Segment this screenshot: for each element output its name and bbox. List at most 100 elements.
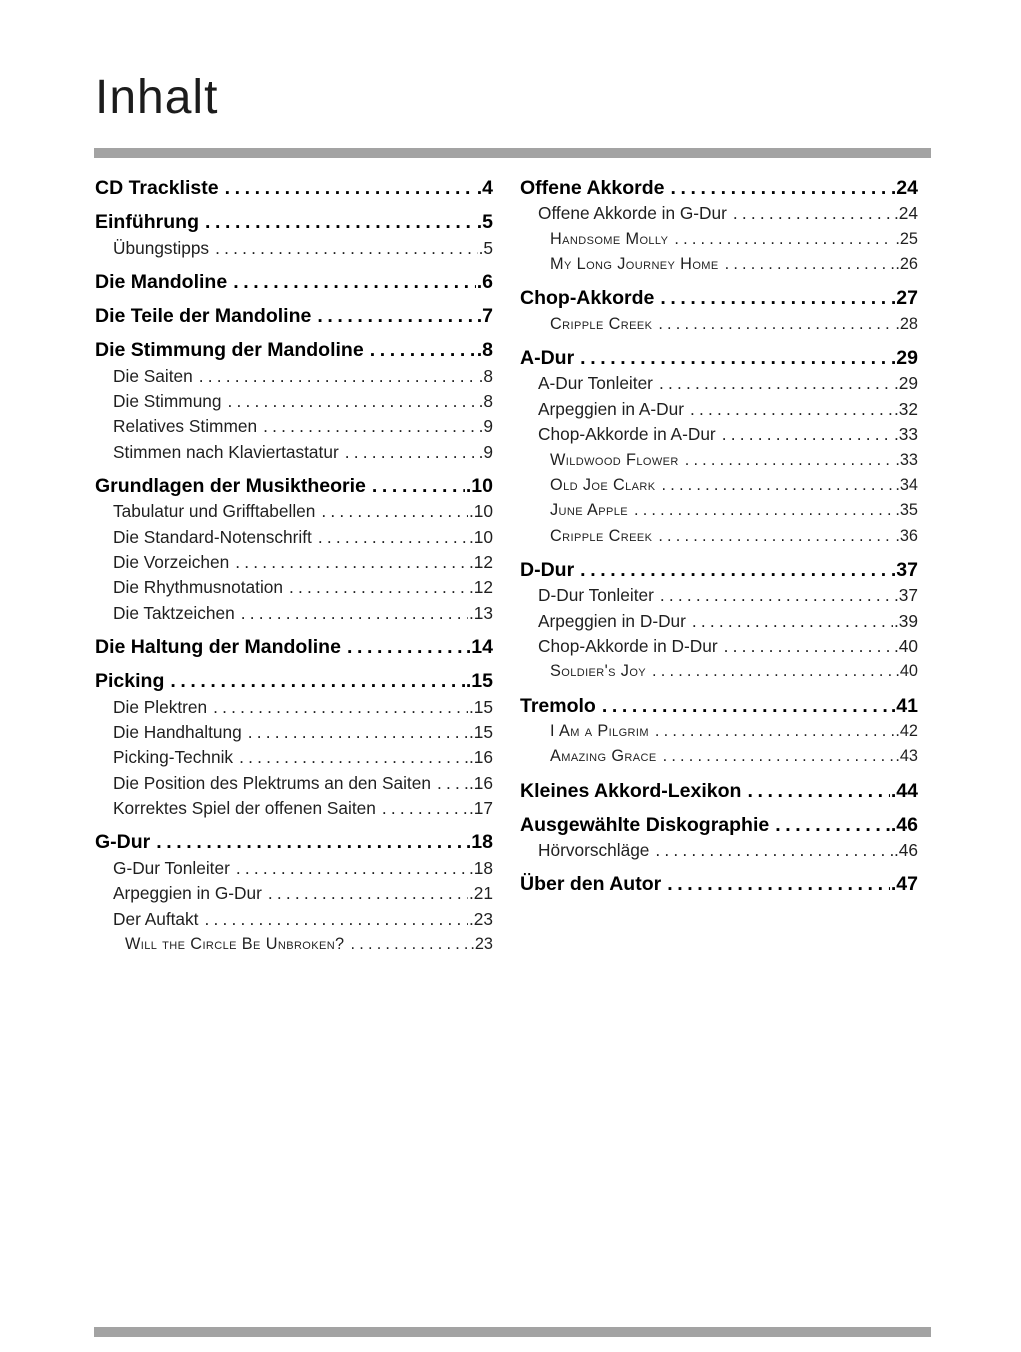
toc-entry-label: CD Trackliste	[95, 177, 219, 199]
footer-rule	[94, 1327, 931, 1337]
toc-entry-label: Offene Akkorde	[520, 177, 665, 199]
toc-page-number: 5	[477, 210, 493, 235]
toc-entry-label: Der Auftakt	[113, 908, 199, 929]
toc-entry: Die Standard-Notenschrift...............…	[95, 525, 493, 550]
toc-page-number: 23	[469, 907, 493, 932]
toc-entry: Picking.................................…	[95, 669, 493, 694]
toc-entry: Offene Akkorde in G-Dur.................…	[520, 201, 918, 226]
toc-entry-label: Stimmen nach Klaviertastatur	[113, 441, 339, 462]
toc-leader: ........................................…	[684, 450, 895, 469]
toc-entry-label: Cripple Creek	[550, 314, 653, 333]
toc-leader: ........................................…	[661, 475, 895, 494]
toc-page-number: 18	[466, 830, 493, 855]
toc-leader: ........................................…	[775, 813, 890, 836]
toc-entry-label: Chop-Akkorde in D-Dur	[538, 636, 718, 657]
toc-entry-label: D-Dur Tonleiter	[538, 585, 654, 606]
toc-entry-label: Über den Autor	[520, 873, 662, 896]
toc-leader: ........................................…	[369, 339, 476, 362]
toc-leader: ........................................…	[436, 772, 468, 793]
toc-entry-label: Die Standard-Notenschrift	[113, 526, 312, 547]
toc-entry: Arpeggien in A-Dur......................…	[520, 397, 918, 422]
toc-entry-label: Picking-Technik	[113, 747, 234, 768]
toc-entry: Stimmen nach Klaviertastatur............…	[95, 440, 493, 465]
toc-entry-label: Kleines Akkord-Lexikon	[520, 779, 742, 802]
toc-page-number: 23	[470, 932, 493, 957]
toc-entry: Ausgewählte Diskographie................…	[520, 813, 918, 838]
toc-entry: Einführung..............................…	[95, 210, 493, 235]
toc-leader: ........................................…	[247, 722, 468, 742]
toc-page-number: 12	[469, 575, 493, 600]
toc-entry-label: Wildwood Flower	[550, 450, 679, 469]
toc-leader: ........................................…	[580, 558, 890, 581]
toc-page-number: 25	[895, 227, 918, 252]
toc-leader: ........................................…	[289, 577, 468, 598]
toc-entry-label: Offene Akkorde in G-Dur	[538, 203, 727, 224]
toc-page-number: 35	[895, 498, 918, 523]
toc-entry-label: Tremolo	[520, 694, 596, 717]
toc-leader: ........................................…	[659, 585, 893, 606]
toc-entry: Chop-Akkorde............................…	[520, 286, 918, 311]
toc-leader: ........................................…	[371, 474, 465, 497]
toc-entry: Arpeggien in D-Dur......................…	[520, 609, 918, 634]
toc-entry: CD Trackliste...........................…	[95, 176, 493, 201]
toc-entry: Tremolo.................................…	[520, 694, 918, 719]
toc-entry: Will the Circle Be Unbroken?............…	[95, 932, 493, 957]
toc-entry-label: Chop-Akkorde in A-Dur	[538, 424, 716, 445]
toc-entry-label: Die Handhaltung	[113, 722, 242, 742]
toc-page-number: 18	[469, 856, 493, 881]
toc-entry: Die Plektren............................…	[95, 695, 493, 720]
toc-entry-label: Chop-Akkorde	[520, 287, 655, 310]
toc-leader: ........................................…	[658, 373, 893, 394]
toc-page-number: 15	[466, 669, 493, 694]
toc-leader: ........................................…	[601, 694, 890, 717]
toc-entry-label: Die Saiten	[113, 365, 193, 386]
toc-leader: ........................................…	[690, 398, 893, 419]
toc-entry-label: Arpeggien in D-Dur	[538, 610, 686, 631]
page-title: Inhalt	[95, 71, 219, 124]
toc-entry: Die Taktzeichen.........................…	[95, 601, 493, 626]
toc-leader: ........................................…	[655, 840, 893, 861]
toc-entry: Tabulatur und Grifftabellen.............…	[95, 499, 493, 524]
toc-entry-label: Tabulatur und Grifftabellen	[113, 501, 316, 522]
toc-entry-label: Die Taktzeichen	[113, 602, 235, 623]
toc-entry-label: Ausgewählte Diskographie	[520, 813, 770, 836]
toc-entry-label: Die Plektren	[113, 696, 208, 717]
toc-right-column: Offene Akkorde..........................…	[520, 176, 918, 898]
toc-leader: ........................................…	[724, 255, 895, 274]
toc-entry-label: Arpeggien in A-Dur	[538, 398, 685, 419]
toc-page-number: 34	[895, 473, 918, 498]
toc-leader: ........................................…	[658, 314, 894, 333]
toc-page-number: 33	[894, 422, 918, 447]
toc-entry: Arpeggien in G-Dur......................…	[95, 881, 493, 906]
toc-entry: Grundlagen der Musiktheorie.............…	[95, 474, 493, 499]
toc-leader: ........................................…	[317, 304, 476, 327]
toc-leader: ........................................…	[239, 747, 468, 768]
toc-leader: ........................................…	[667, 873, 890, 896]
toc-entry-label: Korrektes Spiel der offenen Saiten	[113, 798, 376, 819]
toc-leader: ........................................…	[662, 747, 895, 766]
toc-entry: Übungstipps.............................…	[95, 236, 493, 261]
toc-page-number: 29	[891, 346, 918, 371]
toc-page-number: 29	[894, 371, 918, 396]
toc-leader: ........................................…	[204, 211, 476, 234]
toc-page-number: 28	[895, 312, 918, 337]
toc-page-number: 14	[466, 635, 493, 660]
toc-page-number: 16	[469, 771, 493, 796]
title-rule	[94, 148, 931, 158]
toc-entry: Hörvorschläge...........................…	[520, 838, 918, 863]
toc-entry-label: My Long Journey Home	[550, 255, 719, 274]
toc-entry-label: A-Dur Tonleiter	[538, 373, 653, 394]
toc-entry-label: Die Haltung der Mandoline	[95, 636, 341, 659]
toc-page-number: 16	[469, 745, 493, 770]
toc-leader: ........................................…	[691, 610, 893, 631]
toc-leader: ........................................…	[198, 365, 478, 386]
toc-entry-label: Grundlagen der Musiktheorie	[95, 474, 366, 497]
toc-page-number: 6	[477, 270, 493, 295]
toc-entry: Relatives Stimmen.......................…	[95, 414, 493, 439]
toc-page-number: 5	[479, 236, 493, 261]
toc-leader: ........................................…	[235, 857, 468, 878]
toc-leader: ........................................…	[670, 177, 890, 199]
toc-entry-label: Handsome Molly	[550, 229, 669, 248]
toc-page-number: 46	[891, 813, 918, 838]
toc-entry: Kleines Akkord-Lexikon..................…	[520, 779, 918, 804]
